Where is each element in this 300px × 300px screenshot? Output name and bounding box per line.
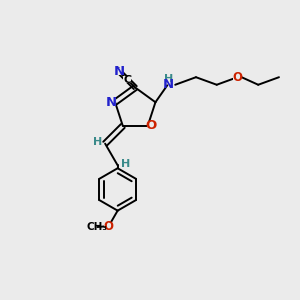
Bar — [107, 98, 116, 106]
Text: N: N — [106, 96, 117, 109]
Bar — [115, 68, 123, 75]
Text: O: O — [103, 220, 113, 233]
Bar — [147, 122, 156, 130]
Text: N: N — [163, 78, 174, 91]
Text: C: C — [123, 75, 131, 85]
Bar — [104, 223, 113, 230]
Text: H: H — [93, 137, 102, 147]
Text: O: O — [146, 119, 157, 132]
Text: H: H — [121, 159, 130, 169]
Bar — [233, 74, 242, 81]
Bar — [162, 76, 175, 84]
Text: CH₃: CH₃ — [87, 222, 108, 232]
Text: H: H — [164, 74, 173, 85]
Bar — [94, 139, 101, 146]
Text: N: N — [113, 65, 124, 78]
Text: O: O — [232, 71, 242, 84]
Bar — [122, 160, 129, 167]
Bar — [123, 76, 131, 83]
